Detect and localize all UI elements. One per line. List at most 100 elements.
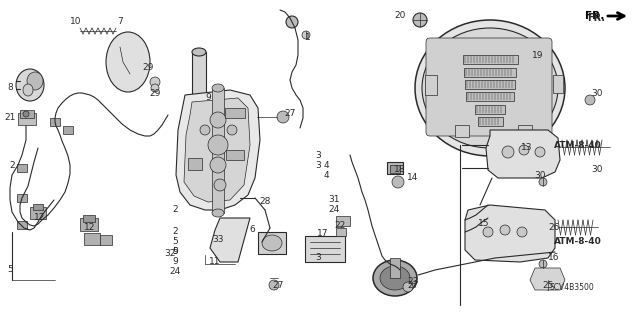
Ellipse shape — [23, 84, 33, 96]
Bar — [17, 194, 27, 202]
Ellipse shape — [192, 116, 206, 124]
Text: SCV4B3500: SCV4B3500 — [550, 284, 595, 293]
Text: 15: 15 — [478, 219, 490, 228]
Circle shape — [519, 145, 529, 155]
Polygon shape — [184, 98, 250, 202]
Ellipse shape — [212, 209, 224, 217]
Text: 24: 24 — [170, 266, 180, 276]
Polygon shape — [465, 205, 555, 262]
Bar — [20, 110, 34, 118]
Bar — [192, 52, 206, 120]
Text: FR.: FR. — [584, 11, 604, 21]
Bar — [475, 105, 505, 114]
Text: 26: 26 — [548, 224, 560, 233]
Ellipse shape — [262, 235, 282, 251]
Circle shape — [208, 135, 228, 155]
Circle shape — [543, 280, 553, 290]
Text: FR.: FR. — [587, 13, 605, 23]
Text: 7: 7 — [117, 18, 123, 26]
Bar — [336, 216, 350, 226]
Text: 32: 32 — [164, 249, 176, 258]
Text: 27: 27 — [284, 109, 296, 118]
Text: 9: 9 — [172, 256, 178, 265]
Text: 30: 30 — [591, 166, 603, 174]
Ellipse shape — [415, 20, 565, 156]
Text: 9: 9 — [172, 247, 178, 256]
Polygon shape — [210, 218, 250, 262]
Bar — [30, 207, 46, 219]
Text: 9: 9 — [205, 93, 211, 102]
Circle shape — [210, 157, 226, 173]
Text: 14: 14 — [407, 174, 419, 182]
Ellipse shape — [16, 69, 44, 101]
Polygon shape — [176, 90, 260, 210]
Text: 4: 4 — [323, 160, 329, 169]
Text: 25: 25 — [542, 281, 554, 291]
Bar — [464, 68, 516, 77]
Text: 16: 16 — [548, 254, 560, 263]
Circle shape — [227, 125, 237, 135]
Ellipse shape — [27, 72, 43, 90]
Circle shape — [150, 77, 160, 87]
Text: 27: 27 — [407, 281, 419, 291]
Bar — [518, 125, 532, 135]
Text: 19: 19 — [532, 51, 544, 61]
Ellipse shape — [212, 84, 224, 92]
Bar — [17, 164, 27, 172]
Bar — [84, 233, 100, 245]
Text: 33: 33 — [212, 235, 224, 244]
Text: 30: 30 — [534, 170, 546, 180]
Text: 20: 20 — [394, 11, 406, 19]
Bar — [466, 92, 514, 101]
Bar — [463, 55, 518, 64]
Text: 29: 29 — [142, 63, 154, 72]
Text: 3: 3 — [315, 160, 321, 169]
Text: 31: 31 — [328, 196, 340, 204]
Text: 27: 27 — [272, 281, 284, 291]
Circle shape — [539, 178, 547, 186]
Polygon shape — [530, 268, 565, 290]
Text: 10: 10 — [70, 18, 82, 26]
Circle shape — [502, 146, 514, 158]
Bar — [18, 113, 36, 125]
Text: 21: 21 — [4, 114, 16, 122]
Text: 5: 5 — [172, 236, 178, 246]
Circle shape — [483, 227, 493, 237]
Text: 6: 6 — [249, 226, 255, 234]
Text: 28: 28 — [259, 197, 271, 206]
Circle shape — [539, 260, 547, 268]
Bar — [305, 236, 345, 262]
Circle shape — [23, 111, 29, 117]
Bar — [553, 75, 563, 93]
Circle shape — [302, 31, 310, 39]
Circle shape — [500, 225, 510, 235]
Bar — [33, 204, 43, 210]
Bar — [455, 125, 469, 137]
Bar — [336, 228, 346, 236]
Bar — [425, 75, 437, 95]
Text: 5: 5 — [172, 247, 178, 256]
Circle shape — [214, 179, 226, 191]
Text: 2: 2 — [172, 205, 178, 214]
Text: 5: 5 — [7, 265, 13, 275]
Ellipse shape — [192, 48, 206, 56]
Circle shape — [585, 95, 595, 105]
Bar — [478, 117, 503, 126]
Circle shape — [269, 280, 279, 290]
Text: 30: 30 — [591, 90, 603, 99]
Text: 4: 4 — [323, 170, 329, 180]
Text: 3: 3 — [315, 254, 321, 263]
Ellipse shape — [373, 260, 417, 296]
Circle shape — [392, 176, 404, 188]
FancyBboxPatch shape — [426, 38, 552, 136]
Bar — [226, 150, 244, 160]
Circle shape — [151, 84, 159, 92]
Bar — [63, 126, 73, 134]
Circle shape — [277, 111, 289, 123]
Bar — [387, 162, 403, 174]
Text: 2: 2 — [172, 227, 178, 236]
Text: 23: 23 — [407, 277, 419, 286]
Text: 8: 8 — [7, 84, 13, 93]
Ellipse shape — [422, 28, 558, 148]
Text: 29: 29 — [149, 88, 161, 98]
